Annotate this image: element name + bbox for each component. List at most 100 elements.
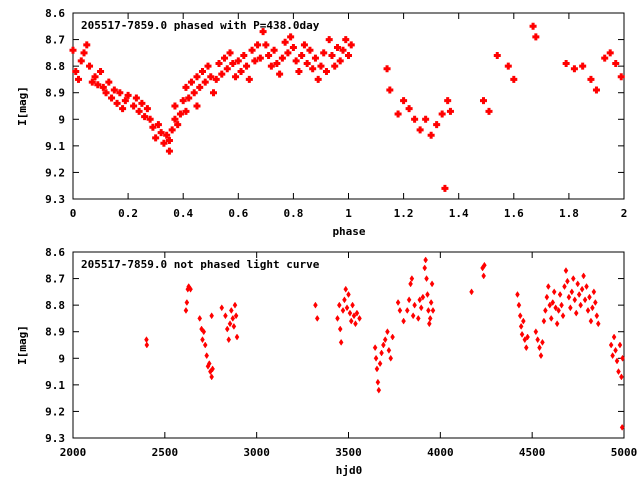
data-point	[313, 301, 318, 309]
x-tick-label: 0.8	[283, 207, 303, 220]
data-point	[563, 267, 569, 275]
data-point	[198, 67, 206, 75]
data-point	[342, 36, 350, 44]
x-tick-label: 1	[345, 207, 352, 220]
data-point	[566, 293, 572, 301]
data-point	[444, 97, 452, 105]
data-point	[143, 105, 151, 113]
data-point	[594, 312, 600, 320]
data-point	[587, 293, 592, 301]
data-point	[226, 49, 234, 57]
data-point	[199, 325, 204, 333]
data-point	[232, 301, 238, 309]
data-point	[152, 134, 160, 142]
data-point	[193, 73, 201, 81]
x-tick-label: 0.2	[118, 207, 138, 220]
data-point	[578, 301, 583, 309]
y-tick-label: 8.6	[45, 246, 65, 259]
data-point	[77, 57, 85, 65]
data-point	[204, 62, 212, 70]
data-point	[182, 107, 190, 115]
data-point	[348, 317, 354, 325]
data-point	[234, 333, 240, 341]
y-tick-label: 9.3	[45, 193, 65, 206]
data-point	[533, 328, 539, 336]
data-point	[420, 293, 426, 301]
data-point	[210, 89, 218, 97]
data-point	[354, 309, 360, 317]
data-point	[182, 83, 190, 91]
data-point	[346, 291, 351, 298]
x-axis-label: phase	[332, 225, 365, 238]
data-point	[617, 73, 625, 81]
data-point	[550, 299, 556, 306]
data-point	[144, 341, 150, 349]
data-point	[251, 57, 259, 65]
data-point	[259, 28, 267, 36]
data-point	[99, 83, 107, 91]
data-point	[427, 131, 435, 139]
data-point	[344, 304, 350, 312]
y-tick-label: 9.1	[45, 379, 65, 392]
data-point	[426, 307, 431, 314]
data-point	[390, 333, 395, 341]
data-point	[209, 373, 214, 381]
y-axis-label: I[mag]	[16, 325, 29, 365]
data-point	[116, 89, 124, 97]
data-point	[343, 285, 349, 293]
data-point	[606, 49, 614, 57]
data-point	[314, 314, 320, 322]
data-point	[130, 102, 138, 110]
data-point	[579, 62, 587, 70]
data-point	[557, 291, 563, 298]
data-point	[202, 341, 208, 349]
data-point	[215, 59, 223, 67]
data-point	[163, 131, 171, 139]
data-point	[479, 97, 487, 105]
x-tick-label: 0.4	[173, 207, 193, 220]
data-point	[573, 309, 579, 317]
data-point	[611, 333, 617, 341]
data-point	[223, 312, 228, 320]
data-point	[229, 307, 234, 314]
data-point	[184, 299, 190, 306]
data-point	[254, 41, 262, 49]
y-ticks: 8.6 8.7 8.8 8.9 9 9.1 9.2 9.3	[45, 246, 624, 445]
x-ticks: 2000 2500 3000 3500 4000 4500 5000	[60, 252, 637, 459]
data-point	[209, 312, 214, 320]
data-point	[303, 59, 311, 67]
data-point	[102, 89, 110, 97]
data-point	[322, 67, 330, 75]
data-point	[113, 99, 121, 107]
data-point	[372, 344, 378, 352]
data-point	[187, 78, 195, 86]
data-point	[335, 314, 340, 322]
data-point	[422, 264, 428, 272]
x-axis-label: hjd0	[336, 464, 363, 477]
data-point	[342, 296, 347, 304]
x-tick-label: 2500	[152, 446, 179, 459]
data-point	[610, 352, 615, 360]
data-point	[522, 336, 528, 344]
data-point	[233, 312, 239, 320]
data-point	[614, 357, 620, 365]
data-point	[562, 283, 567, 290]
data-point	[190, 89, 198, 97]
data-point	[350, 301, 355, 309]
y-tick-label: 8.9	[45, 326, 65, 339]
data-point	[171, 102, 179, 110]
data-point	[176, 110, 184, 118]
data-point	[174, 121, 182, 129]
data-point	[560, 312, 566, 320]
data-point	[493, 52, 501, 60]
unphased-light-curve-panel: 205517-7859.0 not phased light curve hjd…	[16, 246, 637, 477]
data-point	[221, 54, 229, 62]
data-point	[197, 314, 203, 322]
data-point	[135, 107, 143, 115]
data-point	[262, 41, 270, 49]
data-point	[592, 86, 600, 94]
data-point	[171, 115, 179, 123]
data-point	[345, 52, 352, 60]
data-point	[97, 67, 105, 75]
data-point	[72, 67, 80, 75]
